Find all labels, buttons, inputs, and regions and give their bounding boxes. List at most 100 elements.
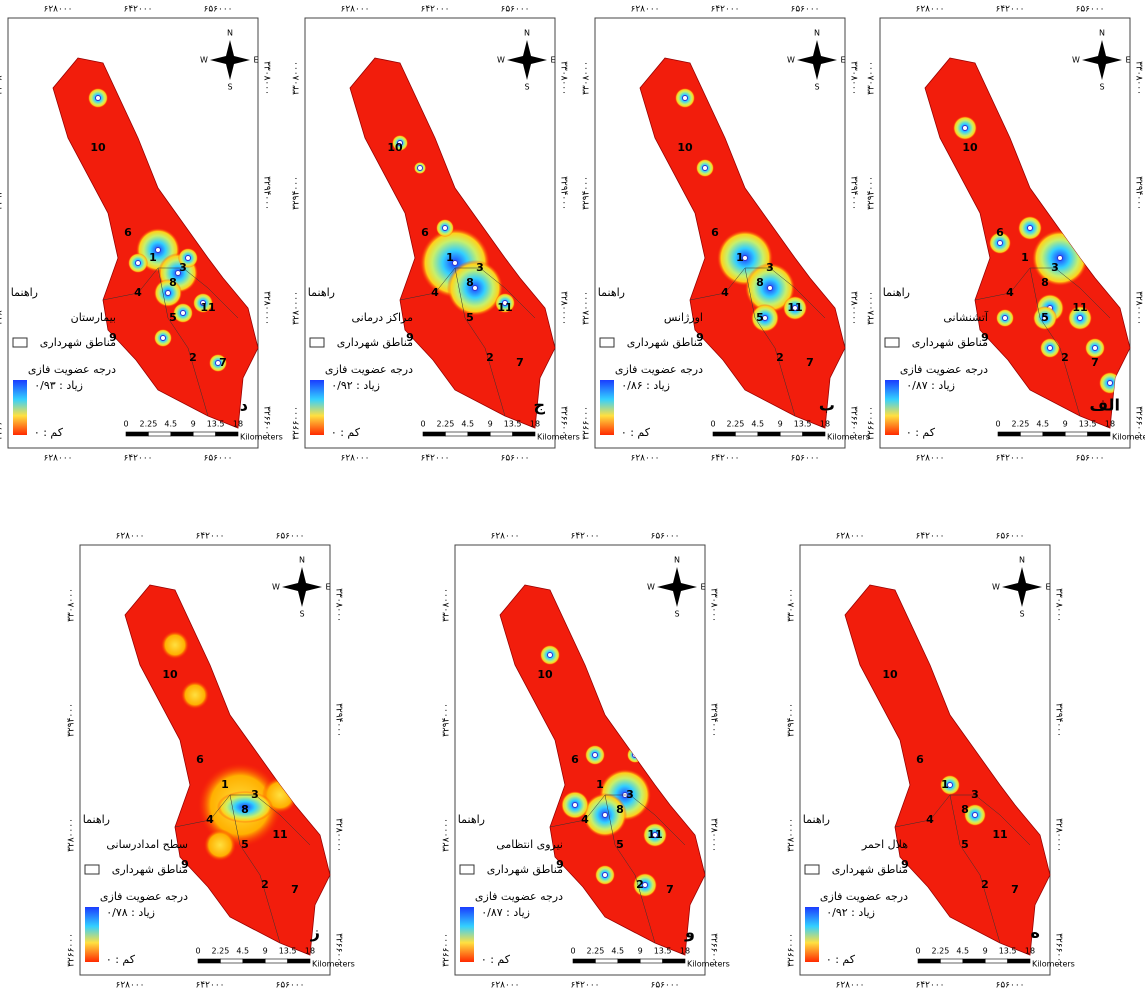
scale-label: 13.5 (794, 420, 812, 429)
legend-low: کم : ۰ (826, 953, 856, 966)
scale-label: 4.5 (236, 947, 249, 956)
zone-label: 11 (787, 301, 802, 314)
y-coordinate-label: ۳۲۸۰۰۰۰ (582, 291, 592, 325)
legend-high: زیاد : ۰/۸۷ (481, 906, 530, 919)
scale-segment (713, 432, 735, 436)
zone-label: 3 (971, 788, 979, 801)
y-coordinate-label: ۳۲۸۰۰۰۰ (849, 291, 859, 325)
zone-label: 6 (711, 226, 719, 239)
legend-ramp (13, 380, 27, 435)
facility-point (703, 166, 708, 171)
scale-segment (735, 432, 757, 436)
zone-label: 8 (616, 803, 624, 816)
scale-segment (216, 432, 238, 436)
scale-label: 9 (1063, 420, 1068, 429)
scale-unit: Kilometers (312, 960, 355, 969)
legend-layer: نیروی انتظامی (496, 838, 563, 851)
y-coordinate-label: ۳۳۰۸۰۰۰ (442, 588, 452, 622)
legend-low: کم : ۰ (621, 426, 651, 439)
compass-e: E (700, 583, 705, 592)
zone-label: 3 (179, 261, 187, 274)
y-coordinate-label: ۳۳۰۸۰۰۰ (709, 588, 719, 622)
y-coordinate-label: ۳۳۰۸۰۰۰ (1134, 61, 1144, 95)
y-coordinate-label: ۳۲۸۰۰۰۰ (292, 291, 302, 325)
zone-label: 11 (1072, 301, 1087, 314)
scale-label: 0 (123, 420, 128, 429)
x-coordinate-label: ۶۵۶۰۰۰ (650, 532, 679, 542)
y-coordinate-label: ۳۲۶۶۰۰۰ (582, 406, 592, 440)
scale-unit: Kilometers (537, 433, 580, 442)
scale-label: 4.5 (461, 420, 474, 429)
legend-high: زیاد : ۰/۹۲ (331, 379, 380, 392)
scale-unit: Kilometers (1032, 960, 1075, 969)
legend-layer: هلال احمر (861, 838, 908, 851)
compass-n: N (227, 29, 233, 38)
scale-segment (490, 432, 512, 436)
x-coordinate-label: ۶۵۶۰۰۰ (275, 981, 304, 991)
facility-point (768, 286, 773, 291)
scale-label: 2.25 (139, 420, 157, 429)
y-coordinate-label: ۳۲۶۶۰۰۰ (867, 406, 877, 440)
legend-boundary: مناطق شهرداری (112, 863, 188, 877)
scale-segment (1043, 432, 1065, 436)
scale-segment (288, 959, 310, 963)
x-coordinate-label: ۶۴۲۰۰۰ (195, 532, 224, 542)
x-coordinate-label: ۶۲۸۰۰۰ (835, 532, 864, 542)
scale-segment (640, 959, 662, 963)
legend-membership: درجه عضویت فازی (100, 890, 188, 903)
x-coordinate-label: ۶۴۲۰۰۰ (570, 981, 599, 991)
compass-n: N (814, 29, 820, 38)
zone-label: 10 (162, 668, 178, 681)
zone-label: 8 (961, 803, 969, 816)
scale-segment (513, 432, 535, 436)
y-coordinate-label: ۳۳۰۸۰۰۰ (292, 61, 302, 95)
zone-label: 8 (169, 276, 177, 289)
y-coordinate-label: ۳۲۸۰۰۰۰ (0, 291, 5, 325)
legend-boundary: مناطق شهرداری (487, 863, 563, 877)
legend-boundary-swatch (600, 338, 614, 347)
y-coordinate-label: ۳۲۶۶۰۰۰ (0, 406, 5, 440)
scale-segment (1088, 432, 1110, 436)
map-panel: ۶۲۸۰۰۰۶۲۸۰۰۰۶۴۲۰۰۰۶۴۲۰۰۰۶۵۶۰۰۰۶۵۶۰۰۰۳۳۰۸… (582, 5, 870, 464)
x-coordinate-label: ۶۲۸۰۰۰ (43, 454, 72, 464)
zone-label: 8 (466, 276, 474, 289)
y-coordinate-label: ۳۲۸۰۰۰۰ (67, 818, 77, 852)
x-coordinate-label: ۶۴۲۰۰۰ (710, 454, 739, 464)
x-coordinate-label: ۶۲۸۰۰۰ (115, 532, 144, 542)
y-coordinate-label: ۳۳۰۸۰۰۰ (559, 61, 569, 95)
y-coordinate-label: ۳۳۰۸۰۰۰ (262, 61, 272, 95)
scale-segment (780, 432, 802, 436)
scale-segment (126, 432, 148, 436)
legend-boundary: مناطق شهرداری (40, 336, 116, 350)
scale-segment (618, 959, 640, 963)
membership-hotspot (161, 631, 189, 659)
compass-e: E (550, 56, 555, 65)
x-coordinate-label: ۶۴۲۰۰۰ (995, 5, 1024, 15)
legend-title: راهنما (458, 813, 485, 826)
scale-label: 13.5 (1079, 420, 1097, 429)
x-coordinate-label: ۶۴۲۰۰۰ (123, 454, 152, 464)
legend-low: کم : ۰ (481, 953, 511, 966)
compass-e: E (253, 56, 258, 65)
zone-label: 10 (677, 141, 693, 154)
scale-label: 13.5 (279, 947, 297, 956)
scale-segment (663, 959, 685, 963)
zone-label: 7 (666, 883, 674, 896)
scale-label: 18 (680, 947, 690, 956)
legend-title: راهنما (803, 813, 830, 826)
facility-point (96, 96, 101, 101)
zone-label: 3 (1051, 261, 1059, 274)
legend-boundary: مناطق شهرداری (337, 336, 413, 350)
scale-segment (193, 432, 215, 436)
facility-point (593, 753, 598, 758)
scale-unit: Kilometers (687, 960, 730, 969)
scale-segment (468, 432, 490, 436)
scale-segment (573, 959, 595, 963)
x-coordinate-label: ۶۲۸۰۰۰ (340, 454, 369, 464)
y-coordinate-label: ۳۲۹۴۰۰۰ (292, 176, 302, 210)
y-coordinate-label: ۳۲۸۰۰۰۰ (334, 818, 344, 852)
panel-letter: ب (819, 396, 835, 415)
zone-label: 7 (291, 883, 299, 896)
scale-label: 4.5 (611, 947, 624, 956)
x-coordinate-label: ۶۲۸۰۰۰ (630, 454, 659, 464)
